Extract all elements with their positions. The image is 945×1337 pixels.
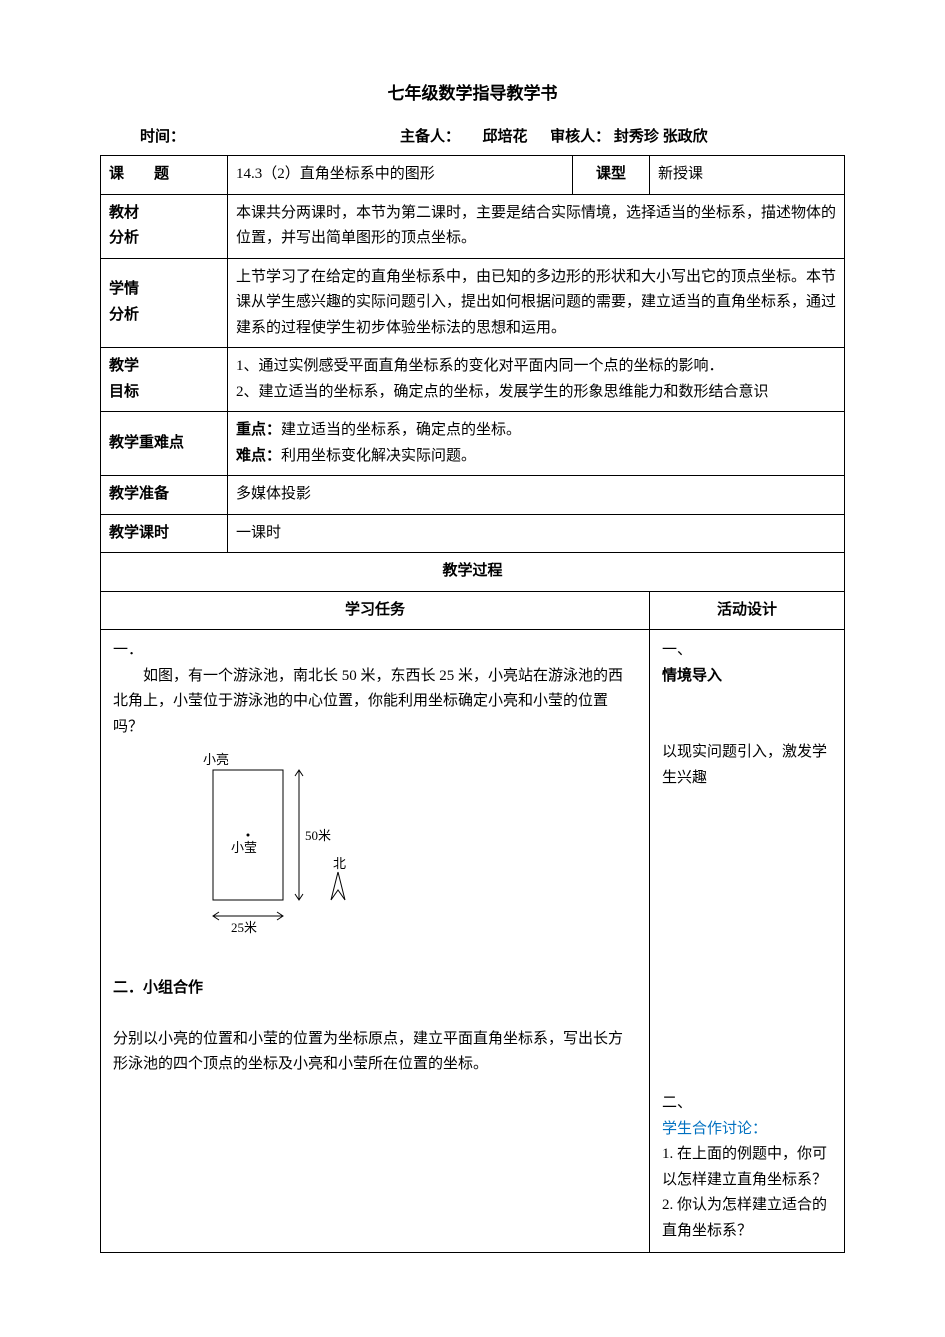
topic-value: 14.3（2）直角坐标系中的图形 <box>228 156 573 195</box>
table-row: 教学 目标 1、通过实例感受平面直角坐标系的变化对平面内同一个点的坐标的影响． … <box>101 348 845 412</box>
keypoint-line1-label: 重点： <box>236 422 281 438</box>
learner-label: 学情 分析 <box>101 258 228 348</box>
table-row: 一． 如图，有一个游泳池，南北长 50 米，东西长 25 米，小亮站在游泳池的西… <box>101 630 845 1253</box>
activity1-num: 一、 <box>662 638 832 664</box>
goal-value: 1、通过实例感受平面直角坐标系的变化对平面内同一个点的坐标的影响． 2、建立适当… <box>228 348 845 412</box>
activity2-title: 学生合作讨论： <box>662 1117 832 1143</box>
header-line: 时间： 主备人： 邱培花 审核人： 封秀珍 张政欣 <box>100 125 845 149</box>
north-label: 北 <box>333 856 346 871</box>
activity1-title: 情境导入 <box>662 664 832 690</box>
table-row: 课 题 14.3（2）直角坐标系中的图形 课型 新授课 <box>101 156 845 195</box>
label-line: 教学 <box>109 354 219 380</box>
table-row: 学情 分析 上节学习了在给定的直角坐标系中，由已知的多边形的形状和大小写出它的顶… <box>101 258 845 348</box>
activity2-num: 二、 <box>662 1091 832 1117</box>
material-label: 教材 分析 <box>101 194 228 258</box>
sec1-num: 一． <box>113 638 637 664</box>
time-label: 时间： <box>140 129 185 145</box>
activity1-body: 以现实问题引入，激发学生兴趣 <box>662 740 832 791</box>
sec2-body: 分别以小亮的位置和小莹的位置为坐标原点，建立平面直角坐标系，写出长方形泳池的四个… <box>113 1027 637 1078</box>
label-line: 目标 <box>109 380 219 406</box>
sec1-body: 如图，有一个游泳池，南北长 50 米，东西长 25 米，小亮站在游泳池的西北角上… <box>113 664 637 741</box>
width-label: 25米 <box>231 920 257 935</box>
type-label: 课型 <box>573 156 650 195</box>
pool-diagram: 小亮 小莹 50米 25米 <box>173 750 383 940</box>
sec2-title: 二．小组合作 <box>113 976 637 1002</box>
reviewer-names: 封秀珍 张政欣 <box>614 129 708 145</box>
task-cell: 一． 如图，有一个游泳池，南北长 50 米，东西长 25 米，小亮站在游泳池的西… <box>101 630 650 1253</box>
table-row: 教学准备 多媒体投影 <box>101 476 845 515</box>
activity-heading: 活动设计 <box>650 591 845 630</box>
label-line: 分析 <box>109 303 219 329</box>
activity2-q2: 2. 你认为怎样建立适合的直角坐标系？ <box>662 1193 832 1244</box>
process-heading: 教学过程 <box>101 553 845 592</box>
material-value: 本课共分两课时，本节为第二课时，主要是结合实际情境，选择适当的坐标系，描述物体的… <box>228 194 845 258</box>
document-title: 七年级数学指导教学书 <box>100 80 845 107</box>
preparer-label: 主备人： <box>400 129 460 145</box>
reviewer-label: 审核人： <box>550 129 610 145</box>
height-label: 50米 <box>305 828 331 843</box>
table-row: 学习任务 活动设计 <box>101 591 845 630</box>
activity-cell: 一、 情境导入 以现实问题引入，激发学生兴趣 二、 学生合作讨论： 1. 在上面… <box>650 630 845 1253</box>
learner-value: 上节学习了在给定的直角坐标系中，由已知的多边形的形状和大小写出它的顶点坐标。本节… <box>228 258 845 348</box>
prep-label: 教学准备 <box>101 476 228 515</box>
prep-value: 多媒体投影 <box>228 476 845 515</box>
keypoint-line2-label: 难点： <box>236 448 281 464</box>
topic-label: 课 题 <box>101 156 228 195</box>
keypoint-line2: 利用坐标变化解决实际问题。 <box>281 448 476 464</box>
task-heading: 学习任务 <box>101 591 650 630</box>
type-value: 新授课 <box>650 156 845 195</box>
liang-label: 小亮 <box>203 752 229 767</box>
period-label: 教学课时 <box>101 514 228 553</box>
label-line: 学情 <box>109 277 219 303</box>
table-row: 教学过程 <box>101 553 845 592</box>
period-value: 一课时 <box>228 514 845 553</box>
label-line: 教材 <box>109 201 219 227</box>
activity2-q1: 1. 在上面的例题中，你可以怎样建立直角坐标系？ <box>662 1142 832 1193</box>
table-row: 教学课时 一课时 <box>101 514 845 553</box>
keypoint-line1: 建立适当的坐标系，确定点的坐标。 <box>281 422 521 438</box>
preparer-name: 邱培花 <box>483 129 528 145</box>
keypoint-label: 教学重难点 <box>101 412 228 476</box>
ying-label: 小莹 <box>231 840 257 855</box>
goal-label: 教学 目标 <box>101 348 228 412</box>
keypoint-value: 重点：建立适当的坐标系，确定点的坐标。 难点：利用坐标变化解决实际问题。 <box>228 412 845 476</box>
label-line: 分析 <box>109 226 219 252</box>
table-row: 教材 分析 本课共分两课时，本节为第二课时，主要是结合实际情境，选择适当的坐标系… <box>101 194 845 258</box>
table-row: 教学重难点 重点：建立适当的坐标系，确定点的坐标。 难点：利用坐标变化解决实际问… <box>101 412 845 476</box>
lesson-plan-table: 课 题 14.3（2）直角坐标系中的图形 课型 新授课 教材 分析 本课共分两课… <box>100 155 845 1253</box>
